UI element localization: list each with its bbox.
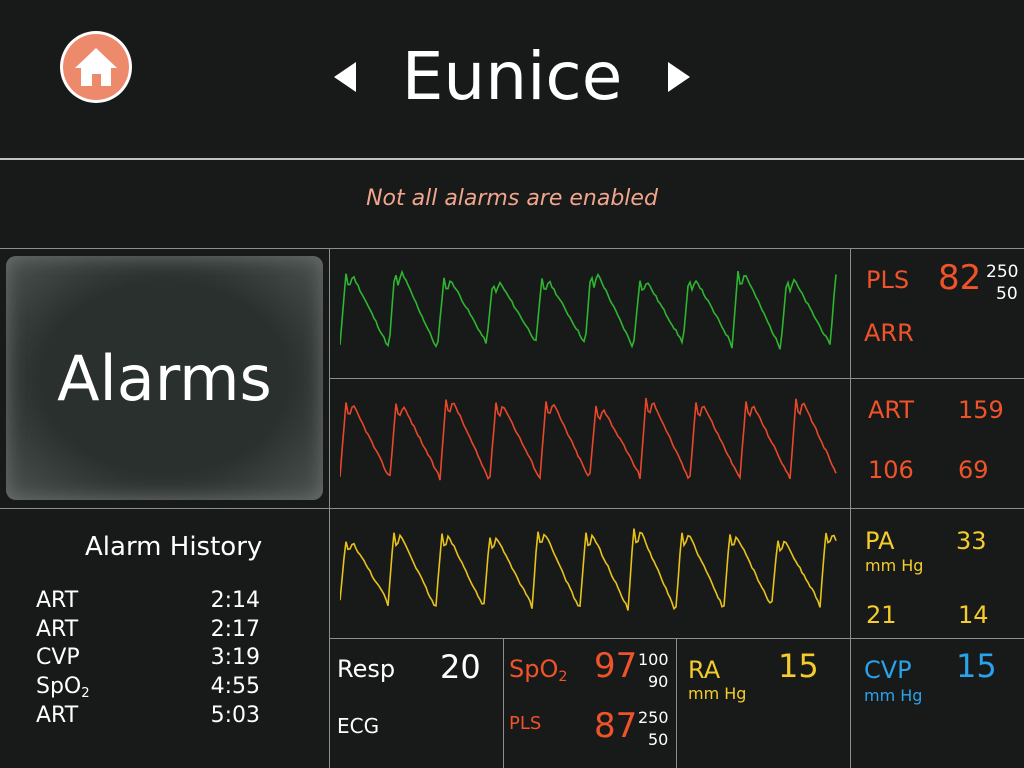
alarm-history-row: ART 2:17 [36, 617, 260, 642]
pa-label: PA [865, 527, 895, 555]
alarm-history-time: 4:55 [210, 674, 260, 699]
ra-value: 15 [778, 647, 819, 685]
pa-unit: mm Hg [865, 556, 924, 575]
pa-diastolic: 14 [958, 601, 989, 629]
chevron-left-icon [334, 62, 356, 92]
spo2-value: 97 [594, 646, 638, 686]
home-icon [63, 34, 129, 100]
previous-patient-button[interactable] [330, 58, 360, 96]
pleth-waveform [340, 269, 837, 350]
arr-label: ARR [864, 319, 914, 347]
alarm-history-title: Alarm History [85, 532, 263, 562]
ra-unit: mm Hg [688, 684, 747, 703]
pa-systolic: 33 [956, 527, 987, 555]
alarm-history-name: CVP [36, 645, 80, 670]
pa-waveform [340, 528, 837, 611]
alarm-history-name: ART [36, 588, 79, 613]
art-diastolic: 69 [958, 456, 989, 484]
alarm-notice: Not all alarms are enabled [366, 186, 658, 211]
header-divider [0, 158, 1024, 160]
ra-label: RA [688, 656, 721, 684]
alarm-history-time: 5:03 [210, 703, 260, 728]
spo2-pls-label: PLS [509, 713, 542, 734]
ecg-label: ECG [337, 714, 380, 738]
arterial-waveform [340, 397, 837, 481]
pls-high-limit: 250 [986, 262, 1019, 282]
pls-low-limit: 50 [996, 284, 1018, 304]
spo2-pls-low-limit: 50 [648, 730, 669, 749]
chevron-right-icon [668, 62, 690, 92]
spo2-pls-high-limit: 250 [638, 708, 669, 727]
alarm-history-row: SpO2 4:55 [36, 674, 260, 701]
cvp-unit: mm Hg [864, 686, 923, 705]
art-systolic: 159 [958, 396, 1004, 424]
alarm-history-name: SpO2 [36, 674, 90, 701]
grid-line-h1 [330, 378, 1024, 379]
alarm-history-row: ART 2:14 [36, 588, 260, 613]
art-label: ART [868, 396, 915, 424]
grid-line-h2 [0, 508, 1024, 509]
pa-mean: 21 [866, 601, 897, 629]
grid-line-v4 [676, 638, 677, 768]
alarm-history-name: ART [36, 703, 79, 728]
home-button[interactable] [60, 31, 132, 103]
spo2-low-limit: 90 [648, 672, 669, 691]
cvp-value: 15 [956, 647, 997, 685]
next-patient-button[interactable] [664, 58, 694, 96]
alarm-history-name: ART [36, 617, 79, 642]
alarm-history-row: CVP 3:19 [36, 645, 260, 670]
resp-value: 20 [440, 648, 481, 686]
pls-label: PLS [866, 266, 910, 294]
alarm-history-time: 3:19 [210, 645, 260, 670]
art-mean: 106 [868, 456, 914, 484]
pls-value: 82 [938, 258, 982, 298]
grid-line-top [0, 248, 1024, 249]
grid-line-h3 [330, 638, 1024, 639]
cvp-label: CVP [864, 656, 912, 684]
patient-name: Eunice [401, 38, 623, 115]
alarms-button[interactable]: Alarms [6, 256, 323, 500]
spo2-label: SpO2 [509, 655, 568, 685]
alarm-history-time: 2:14 [210, 588, 260, 613]
alarm-history-row: ART 5:03 [36, 703, 260, 728]
spo2-pls-value: 87 [594, 706, 638, 746]
spo2-high-limit: 100 [638, 650, 669, 669]
resp-label: Resp [337, 655, 396, 683]
grid-line-v3 [503, 638, 504, 768]
alarm-history-time: 2:17 [210, 617, 260, 642]
